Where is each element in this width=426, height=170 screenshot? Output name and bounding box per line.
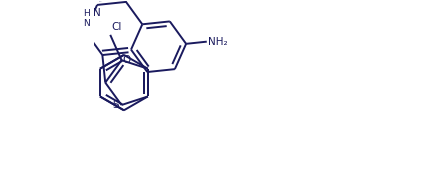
Text: Cl: Cl xyxy=(112,22,122,32)
Text: S: S xyxy=(112,99,118,109)
Text: NH₂: NH₂ xyxy=(208,37,227,47)
Text: N: N xyxy=(93,8,101,18)
Text: O: O xyxy=(122,55,131,65)
Text: H
N: H N xyxy=(83,9,90,28)
